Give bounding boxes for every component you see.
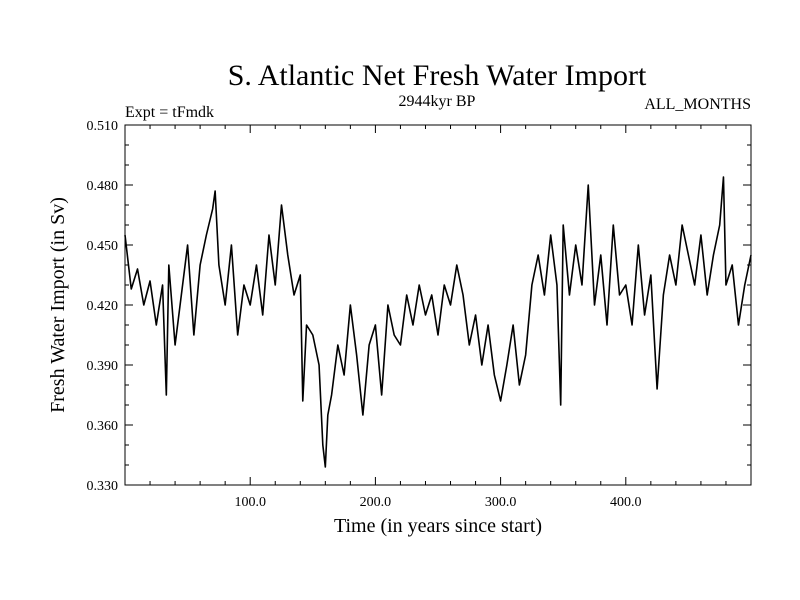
chart-subtitle-center: 2944kyr BP [399,93,476,110]
axis-ticks [125,124,751,486]
chart-subtitle-right: ALL_MONTHS [644,96,751,113]
y-tick-label: 0.450 [87,239,119,254]
y-axis-label: Fresh Water Import (in Sv) [47,197,69,413]
series-line [124,176,752,468]
x-tick-label: 200.0 [360,495,392,510]
chart-title: S. Atlantic Net Fresh Water Import [228,59,647,92]
x-axis-label: Time (in years since start) [334,515,542,537]
plot-frame [124,124,752,486]
x-tick-label: 300.0 [485,495,517,510]
y-tick-label: 0.330 [87,479,119,494]
y-tick-label: 0.390 [87,359,119,374]
y-tick-label: 0.510 [87,119,119,134]
chart-subtitle-left: Expt = tFmdk [125,104,214,121]
y-tick-label: 0.360 [87,419,119,434]
y-tick-label: 0.420 [87,299,119,314]
x-tick-label: 100.0 [234,495,266,510]
y-tick-label: 0.480 [87,179,119,194]
axis-tick-labels: 100.0 200.0 300.0 400.0 0.330 0.360 0.390 0.420… [87,119,642,510]
x-tick-label: 400.0 [610,495,642,510]
